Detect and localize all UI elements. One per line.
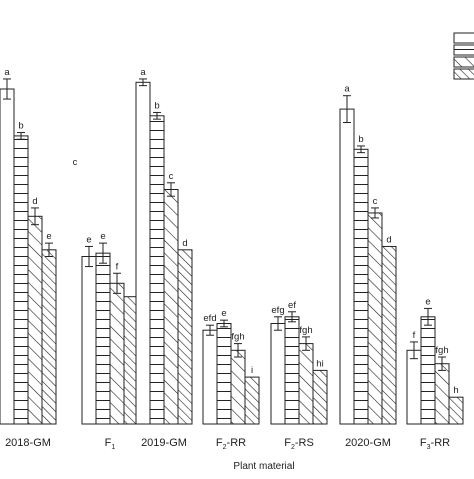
error-bar bbox=[45, 242, 53, 257]
error-bar bbox=[288, 311, 296, 323]
legend bbox=[453, 32, 474, 80]
error-bar bbox=[357, 145, 365, 154]
significance-label: e bbox=[425, 296, 430, 307]
significance-label: hi bbox=[316, 358, 323, 369]
bar-2018-gm-s3 bbox=[27, 215, 43, 425]
legend-swatch-4 bbox=[453, 68, 474, 80]
significance-label: i bbox=[251, 365, 253, 376]
significance-label: e bbox=[86, 234, 91, 245]
significance-label: h bbox=[453, 385, 458, 396]
legend-swatch-2 bbox=[453, 44, 474, 56]
bar-2018-gm-s4 bbox=[41, 249, 57, 425]
error-bar bbox=[343, 95, 351, 123]
annotation-label: c bbox=[73, 157, 78, 168]
error-bar bbox=[410, 341, 418, 360]
bar-f1-s2 bbox=[95, 252, 111, 425]
significance-label: e bbox=[46, 231, 51, 242]
x-tick-label: F2-RR bbox=[216, 437, 246, 451]
significance-label: c bbox=[373, 196, 378, 207]
x-tick-label: F1 bbox=[105, 437, 116, 451]
significance-label: e bbox=[221, 308, 226, 319]
error-bar bbox=[438, 356, 446, 371]
significance-label: e bbox=[100, 231, 105, 242]
significance-label: a bbox=[140, 67, 146, 78]
x-axis-title: Plant material bbox=[233, 461, 294, 472]
significance-label: d bbox=[182, 238, 187, 249]
error-bar bbox=[206, 324, 214, 336]
bar-2018-gm-s2 bbox=[13, 135, 29, 425]
x-tick-label: 2018-GM bbox=[5, 437, 51, 449]
significance-label: efg bbox=[271, 305, 284, 316]
bar-f2-rs-s3 bbox=[298, 343, 314, 425]
significance-label: b bbox=[154, 100, 159, 111]
error-bar bbox=[99, 242, 107, 264]
legend-swatch-1 bbox=[453, 32, 474, 44]
bar-f2-rs-s1 bbox=[270, 323, 286, 425]
x-tick-label: 2020-GM bbox=[345, 437, 391, 449]
error-bar bbox=[139, 78, 147, 87]
error-bar bbox=[302, 336, 310, 351]
error-bar bbox=[3, 78, 11, 100]
bar-f3-rr-s1 bbox=[406, 349, 422, 425]
error-bar bbox=[153, 111, 161, 120]
bar-f3-rr-s4 bbox=[448, 396, 464, 425]
significance-label: f bbox=[116, 261, 119, 272]
significance-label: efd bbox=[203, 313, 216, 324]
significance-label: a bbox=[4, 67, 10, 78]
significance-label: f bbox=[413, 330, 416, 341]
bars-layer bbox=[0, 78, 464, 425]
error-bar bbox=[17, 132, 25, 140]
bar-2019-gm-s1 bbox=[135, 81, 151, 425]
x-tick-label: F3-RR bbox=[420, 437, 450, 451]
error-bar bbox=[167, 182, 175, 197]
bar-f3-rr-s2 bbox=[420, 316, 436, 425]
bar-2019-gm-s4 bbox=[177, 249, 193, 425]
significance-label: ef bbox=[288, 300, 296, 311]
significance-label: d bbox=[386, 234, 391, 245]
significance-label: fgh bbox=[231, 332, 244, 343]
bar-f2-rs-s4 bbox=[312, 369, 328, 425]
significance-label: d bbox=[32, 196, 37, 207]
bar-2018-gm-s1 bbox=[0, 88, 15, 425]
bar-2019-gm-s2 bbox=[149, 115, 165, 425]
significance-label: fgh bbox=[299, 325, 312, 336]
bar-2020-gm-s2 bbox=[353, 148, 369, 425]
bar-2019-gm-s3 bbox=[163, 189, 179, 425]
bar-f1-s1 bbox=[81, 256, 97, 425]
bar-f2-rr-s4 bbox=[244, 376, 260, 425]
bar-2020-gm-s1 bbox=[339, 108, 355, 425]
error-bar bbox=[371, 207, 379, 219]
x-tick-label: F2-RS bbox=[284, 437, 314, 451]
significance-label: c bbox=[169, 171, 174, 182]
x-tick-label: 2019-GM bbox=[141, 437, 187, 449]
significance-label: a bbox=[344, 84, 350, 95]
significance-label: b bbox=[358, 134, 363, 145]
bar-f2-rs-s2 bbox=[284, 316, 300, 425]
significance-label: fgh bbox=[435, 345, 448, 356]
error-bar bbox=[113, 272, 121, 294]
bar-2020-gm-s3 bbox=[367, 212, 383, 425]
error-bar bbox=[234, 343, 242, 358]
error-bar bbox=[274, 316, 282, 331]
bar-f2-rr-s1 bbox=[202, 329, 218, 425]
error-bar bbox=[220, 319, 228, 328]
bar-f2-rr-s3 bbox=[230, 349, 246, 425]
error-bar bbox=[85, 245, 93, 268]
error-bar bbox=[31, 207, 39, 226]
significance-label: b bbox=[18, 121, 23, 132]
legend-swatch-3 bbox=[453, 56, 474, 68]
bar-f2-rr-s2 bbox=[216, 323, 232, 425]
bar-f3-rr-s3 bbox=[434, 363, 450, 425]
bar-2020-gm-s4 bbox=[381, 245, 397, 425]
bar-f1-s3 bbox=[109, 282, 125, 425]
error-bar bbox=[424, 307, 432, 326]
